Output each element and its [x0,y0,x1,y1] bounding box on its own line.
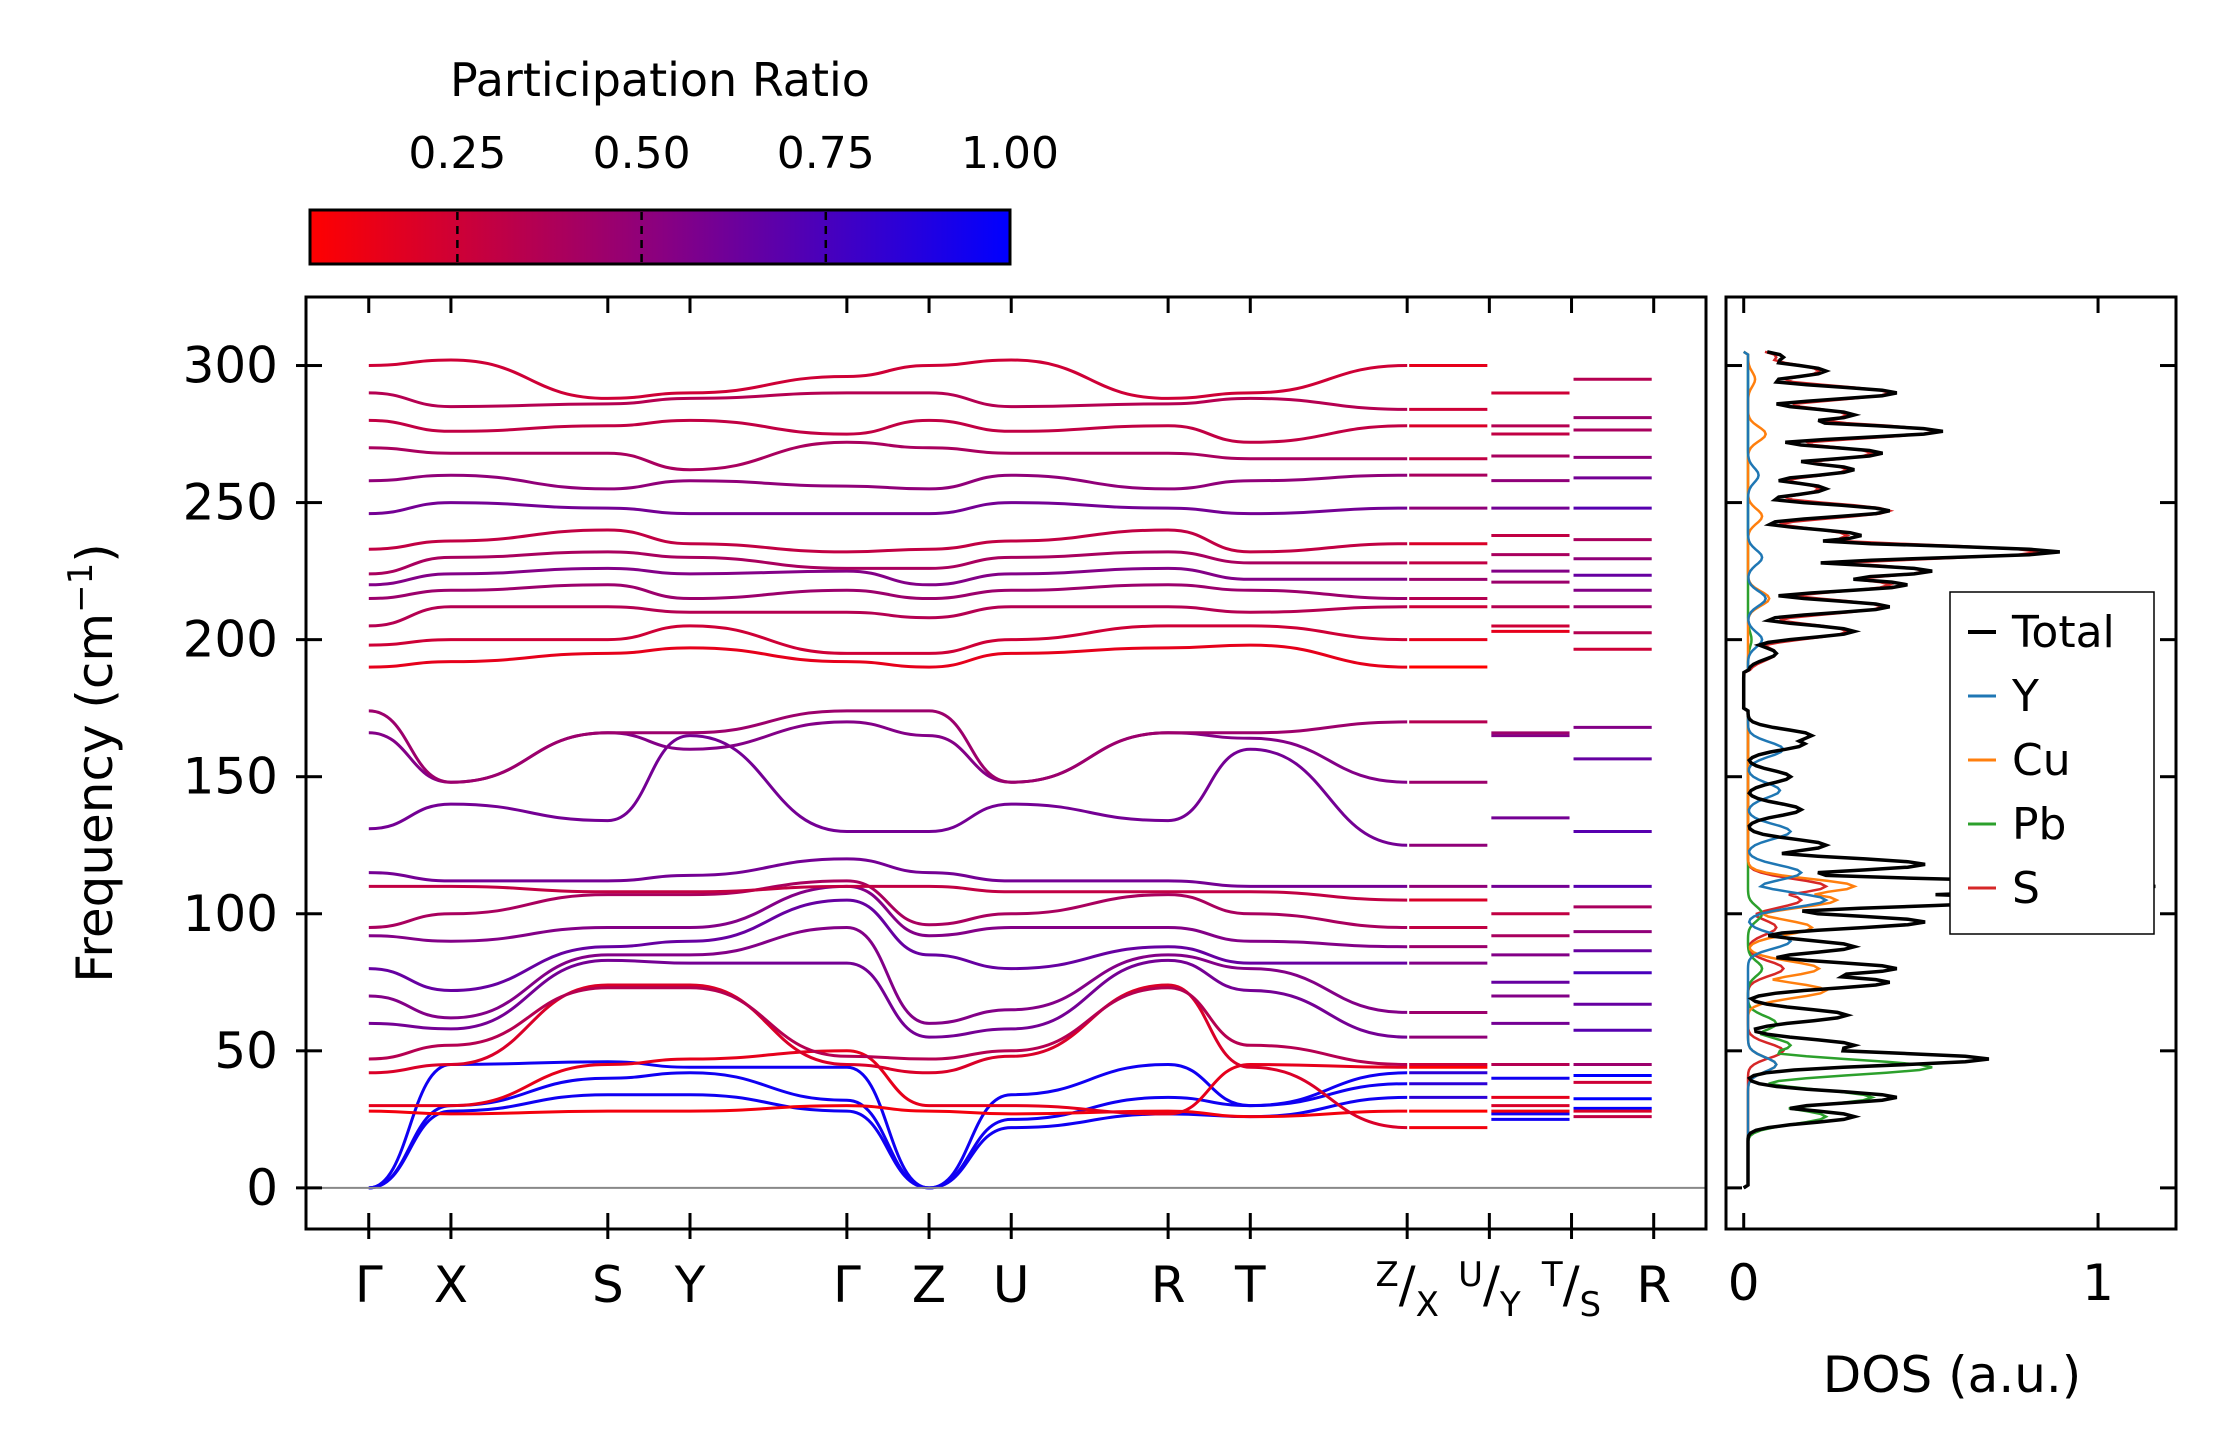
phonon-branch [368,986,1408,1066]
k-point-label: Y [674,1256,706,1314]
dos-y-ticks [1726,364,2176,1190]
phonon-branch [368,879,1408,929]
k-point-label: Γ [833,1256,861,1314]
phonon-branch [368,709,1408,784]
phonon-branch [368,624,1408,655]
k-point-label: Z/X [1375,1255,1438,1325]
phonon-branch [368,958,1408,1039]
phonon-branch [368,1060,1408,1190]
colorbar-tick-label: 0.50 [593,128,691,179]
phonon-branch [368,1049,1408,1116]
phonon-branch [368,391,1408,411]
k-point-label: U [993,1256,1030,1314]
y-axis-label: Frequency (cm−1) [61,543,124,983]
phonon-branch [368,734,1408,847]
phonon-branch [368,884,1408,949]
k-point-label: X [434,1256,468,1314]
dos-x-axis-label: DOS (a.u.) [1823,1346,2082,1404]
legend-label-pb: Pb [2012,799,2066,850]
k-point-label: T/S [1541,1255,1601,1325]
colorbar: Participation Ratio 0.25 0.50 0.75 1.00 [308,53,1059,266]
colorbar-tick-label: 1.00 [961,128,1059,179]
legend-label-y: Y [2011,671,2039,722]
colorbar-gradient [308,208,1012,266]
legend-frame [1949,591,2155,935]
colorbar-tick-label: 0.75 [777,128,875,179]
phonon-branch [368,473,1408,491]
dos-legend: Total Y Cu Pb S [1949,591,2155,935]
phonon-branch [368,1071,1408,1190]
k-point-label: U/Y [1458,1255,1521,1325]
dos-x-tick-label: 0 [1728,1254,1760,1312]
y-axis-label-sup: −1 [61,563,101,613]
phonon-branch [368,605,1408,628]
phonon-branch [368,720,1408,784]
dos-curves [1741,350,2156,1190]
k-point-label: R [1636,1256,1671,1314]
legend-label-s: S [2012,863,2040,914]
legend-label-total: Total [2011,607,2115,658]
colorbar-label: Participation Ratio [450,53,870,107]
y-tick-label: 150 [183,748,278,806]
phonon-branch [368,550,1408,576]
band-axes-frame [304,295,1708,1231]
band-x-ticks: Γ X S Y Γ Z U R T Z/XU/YT/S R [355,297,1671,1325]
colorbar-tick-label: 0.25 [408,128,506,179]
phonon-branch [368,440,1408,472]
k-point-label: T [1234,1256,1266,1314]
legend-label-cu: Cu [2012,735,2071,786]
y-tick-label: 250 [183,474,278,532]
phonon-branch [368,1104,1408,1119]
dos-axes-frame [1724,295,2178,1231]
phonon-branch [368,501,1408,516]
y-tick-label: 50 [214,1022,278,1080]
dos-curve-y [1742,350,1829,1189]
k-point-label: Z [912,1256,946,1314]
phonon-branch [368,925,1408,1025]
y-axis-label-close: ) [66,543,124,563]
k-point-label: S [592,1256,624,1314]
band-y-ticks: 0 50 100 150 200 250 300 [183,337,322,1217]
y-tick-label: 200 [183,611,278,669]
phonon-branch [368,643,1408,669]
y-axis-label-main: Frequency (cm [66,613,124,983]
dos-x-tick-label: 1 [2082,1254,2114,1312]
phonon-branch [368,983,1408,1130]
y-tick-label: 0 [246,1159,278,1217]
phonon-branch [368,857,1408,888]
phonon-branch [368,528,1408,554]
y-tick-label: 300 [183,337,278,395]
phonon-branches [368,358,1652,1190]
phonon-branch [368,358,1408,400]
phonon-branch [368,884,1408,902]
phonon-branch [368,583,1408,601]
phonon-branch [368,566,1408,587]
k-point-label: Γ [355,1256,383,1314]
phonon-branch [368,418,1408,444]
phonon-branch [368,898,1408,993]
y-tick-label: 100 [183,885,278,943]
dos-curve-total [1741,350,2156,1190]
colorbar-ticks: 0.25 0.50 0.75 1.00 [408,128,1059,262]
k-point-label: R [1151,1256,1186,1314]
